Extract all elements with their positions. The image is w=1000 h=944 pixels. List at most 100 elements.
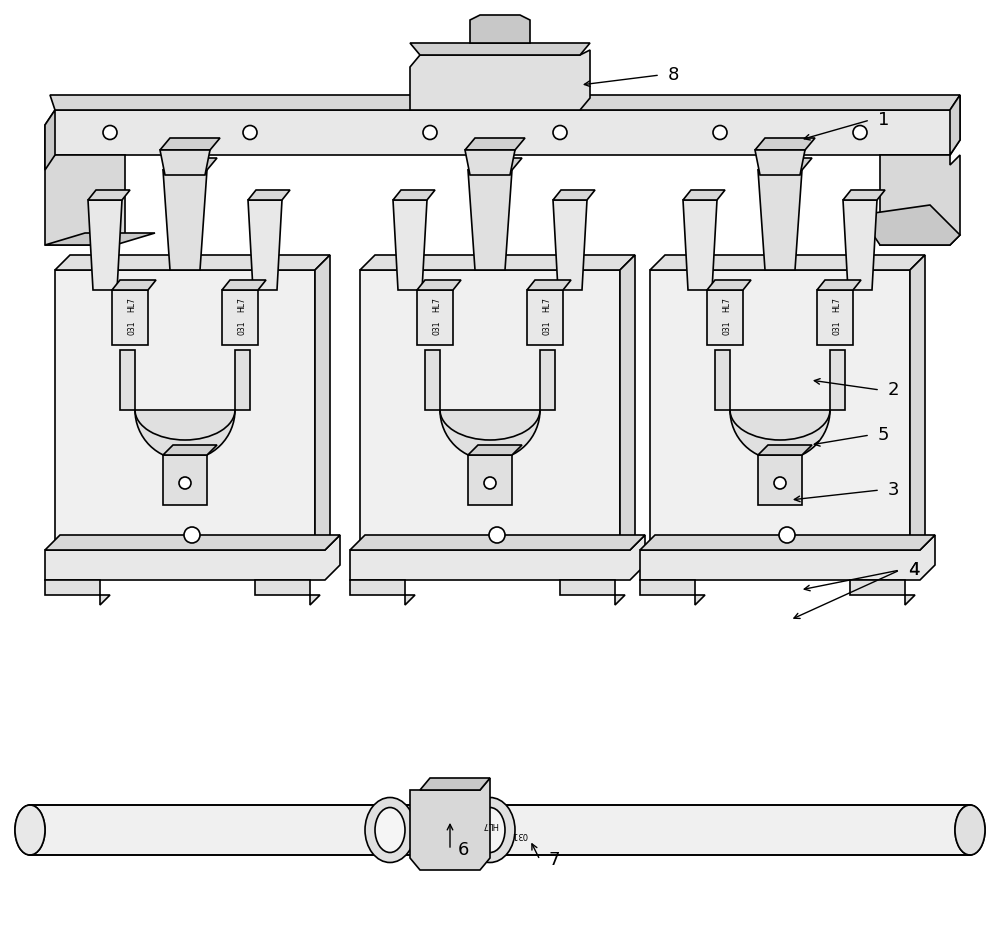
Polygon shape [758, 445, 812, 455]
Polygon shape [553, 200, 587, 290]
Polygon shape [350, 580, 415, 605]
Polygon shape [843, 200, 877, 290]
FancyBboxPatch shape [682, 290, 718, 310]
Polygon shape [30, 805, 970, 855]
Polygon shape [830, 350, 845, 410]
Polygon shape [417, 290, 453, 345]
FancyBboxPatch shape [247, 290, 283, 310]
Polygon shape [393, 190, 435, 200]
Polygon shape [817, 290, 853, 345]
Text: HL7: HL7 [432, 297, 442, 312]
Polygon shape [880, 155, 960, 245]
Text: 031: 031 [512, 831, 528, 839]
Polygon shape [55, 255, 330, 270]
Ellipse shape [375, 807, 405, 852]
Polygon shape [553, 190, 595, 200]
Text: HL7: HL7 [722, 297, 732, 312]
Polygon shape [112, 280, 156, 290]
Ellipse shape [955, 805, 985, 855]
Circle shape [779, 527, 795, 543]
Polygon shape [420, 778, 490, 790]
Polygon shape [235, 350, 250, 410]
Text: 5: 5 [878, 426, 890, 444]
Circle shape [853, 126, 867, 140]
Text: 8: 8 [668, 66, 679, 84]
Text: 6: 6 [458, 841, 469, 859]
Polygon shape [707, 290, 743, 345]
Wedge shape [135, 410, 235, 460]
Ellipse shape [955, 805, 985, 855]
Polygon shape [640, 580, 705, 605]
Polygon shape [850, 580, 915, 605]
Ellipse shape [465, 798, 515, 863]
Text: 2: 2 [888, 381, 900, 399]
Text: 4: 4 [908, 561, 920, 579]
Circle shape [184, 527, 200, 543]
Polygon shape [160, 150, 210, 175]
Circle shape [489, 527, 505, 543]
Polygon shape [468, 170, 512, 270]
Polygon shape [527, 280, 571, 290]
Polygon shape [465, 150, 515, 175]
Polygon shape [163, 158, 217, 170]
Circle shape [553, 126, 567, 140]
Polygon shape [50, 95, 960, 110]
Polygon shape [860, 205, 960, 245]
FancyBboxPatch shape [87, 290, 123, 310]
Polygon shape [350, 535, 645, 550]
Polygon shape [758, 158, 812, 170]
Polygon shape [163, 445, 217, 455]
FancyBboxPatch shape [842, 290, 878, 310]
Polygon shape [755, 150, 805, 175]
Polygon shape [527, 290, 563, 345]
Polygon shape [350, 535, 645, 580]
Circle shape [243, 126, 257, 140]
Polygon shape [817, 280, 861, 290]
Polygon shape [465, 138, 525, 150]
Wedge shape [440, 410, 540, 460]
Text: 031: 031 [722, 321, 732, 335]
Text: HL7: HL7 [542, 297, 552, 312]
Polygon shape [222, 290, 258, 345]
Polygon shape [360, 270, 620, 550]
FancyBboxPatch shape [552, 290, 588, 310]
Polygon shape [468, 445, 522, 455]
Polygon shape [248, 200, 282, 290]
Text: 031: 031 [432, 321, 442, 335]
Polygon shape [45, 535, 340, 580]
Polygon shape [410, 778, 490, 870]
Circle shape [713, 126, 727, 140]
Polygon shape [683, 190, 725, 200]
Polygon shape [163, 455, 207, 505]
Polygon shape [560, 580, 625, 605]
Polygon shape [470, 15, 530, 43]
FancyBboxPatch shape [392, 290, 428, 310]
Polygon shape [950, 95, 960, 155]
Polygon shape [112, 290, 148, 345]
Polygon shape [620, 255, 635, 550]
Polygon shape [45, 535, 340, 550]
Polygon shape [640, 535, 935, 550]
Polygon shape [45, 580, 110, 605]
Polygon shape [255, 580, 320, 605]
Text: HL7: HL7 [482, 820, 498, 830]
Polygon shape [120, 350, 135, 410]
Polygon shape [410, 50, 590, 110]
Text: 031: 031 [542, 321, 552, 335]
Polygon shape [425, 350, 440, 410]
Polygon shape [45, 95, 960, 170]
Polygon shape [55, 270, 315, 550]
Circle shape [423, 126, 437, 140]
Ellipse shape [475, 807, 505, 852]
Ellipse shape [15, 805, 45, 855]
Polygon shape [640, 535, 935, 580]
Text: 3: 3 [888, 481, 900, 499]
Polygon shape [758, 455, 802, 505]
Polygon shape [45, 233, 155, 245]
Polygon shape [393, 200, 427, 290]
Polygon shape [45, 155, 125, 245]
Polygon shape [360, 255, 635, 270]
Polygon shape [248, 190, 290, 200]
Text: 7: 7 [548, 851, 560, 869]
Polygon shape [468, 455, 512, 505]
